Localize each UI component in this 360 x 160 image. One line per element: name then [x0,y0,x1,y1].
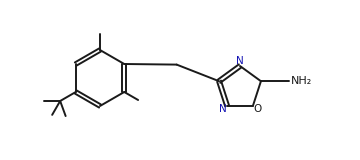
Text: N: N [219,104,227,114]
Text: N: N [236,56,244,66]
Text: O: O [254,104,262,114]
Text: NH₂: NH₂ [291,76,312,86]
